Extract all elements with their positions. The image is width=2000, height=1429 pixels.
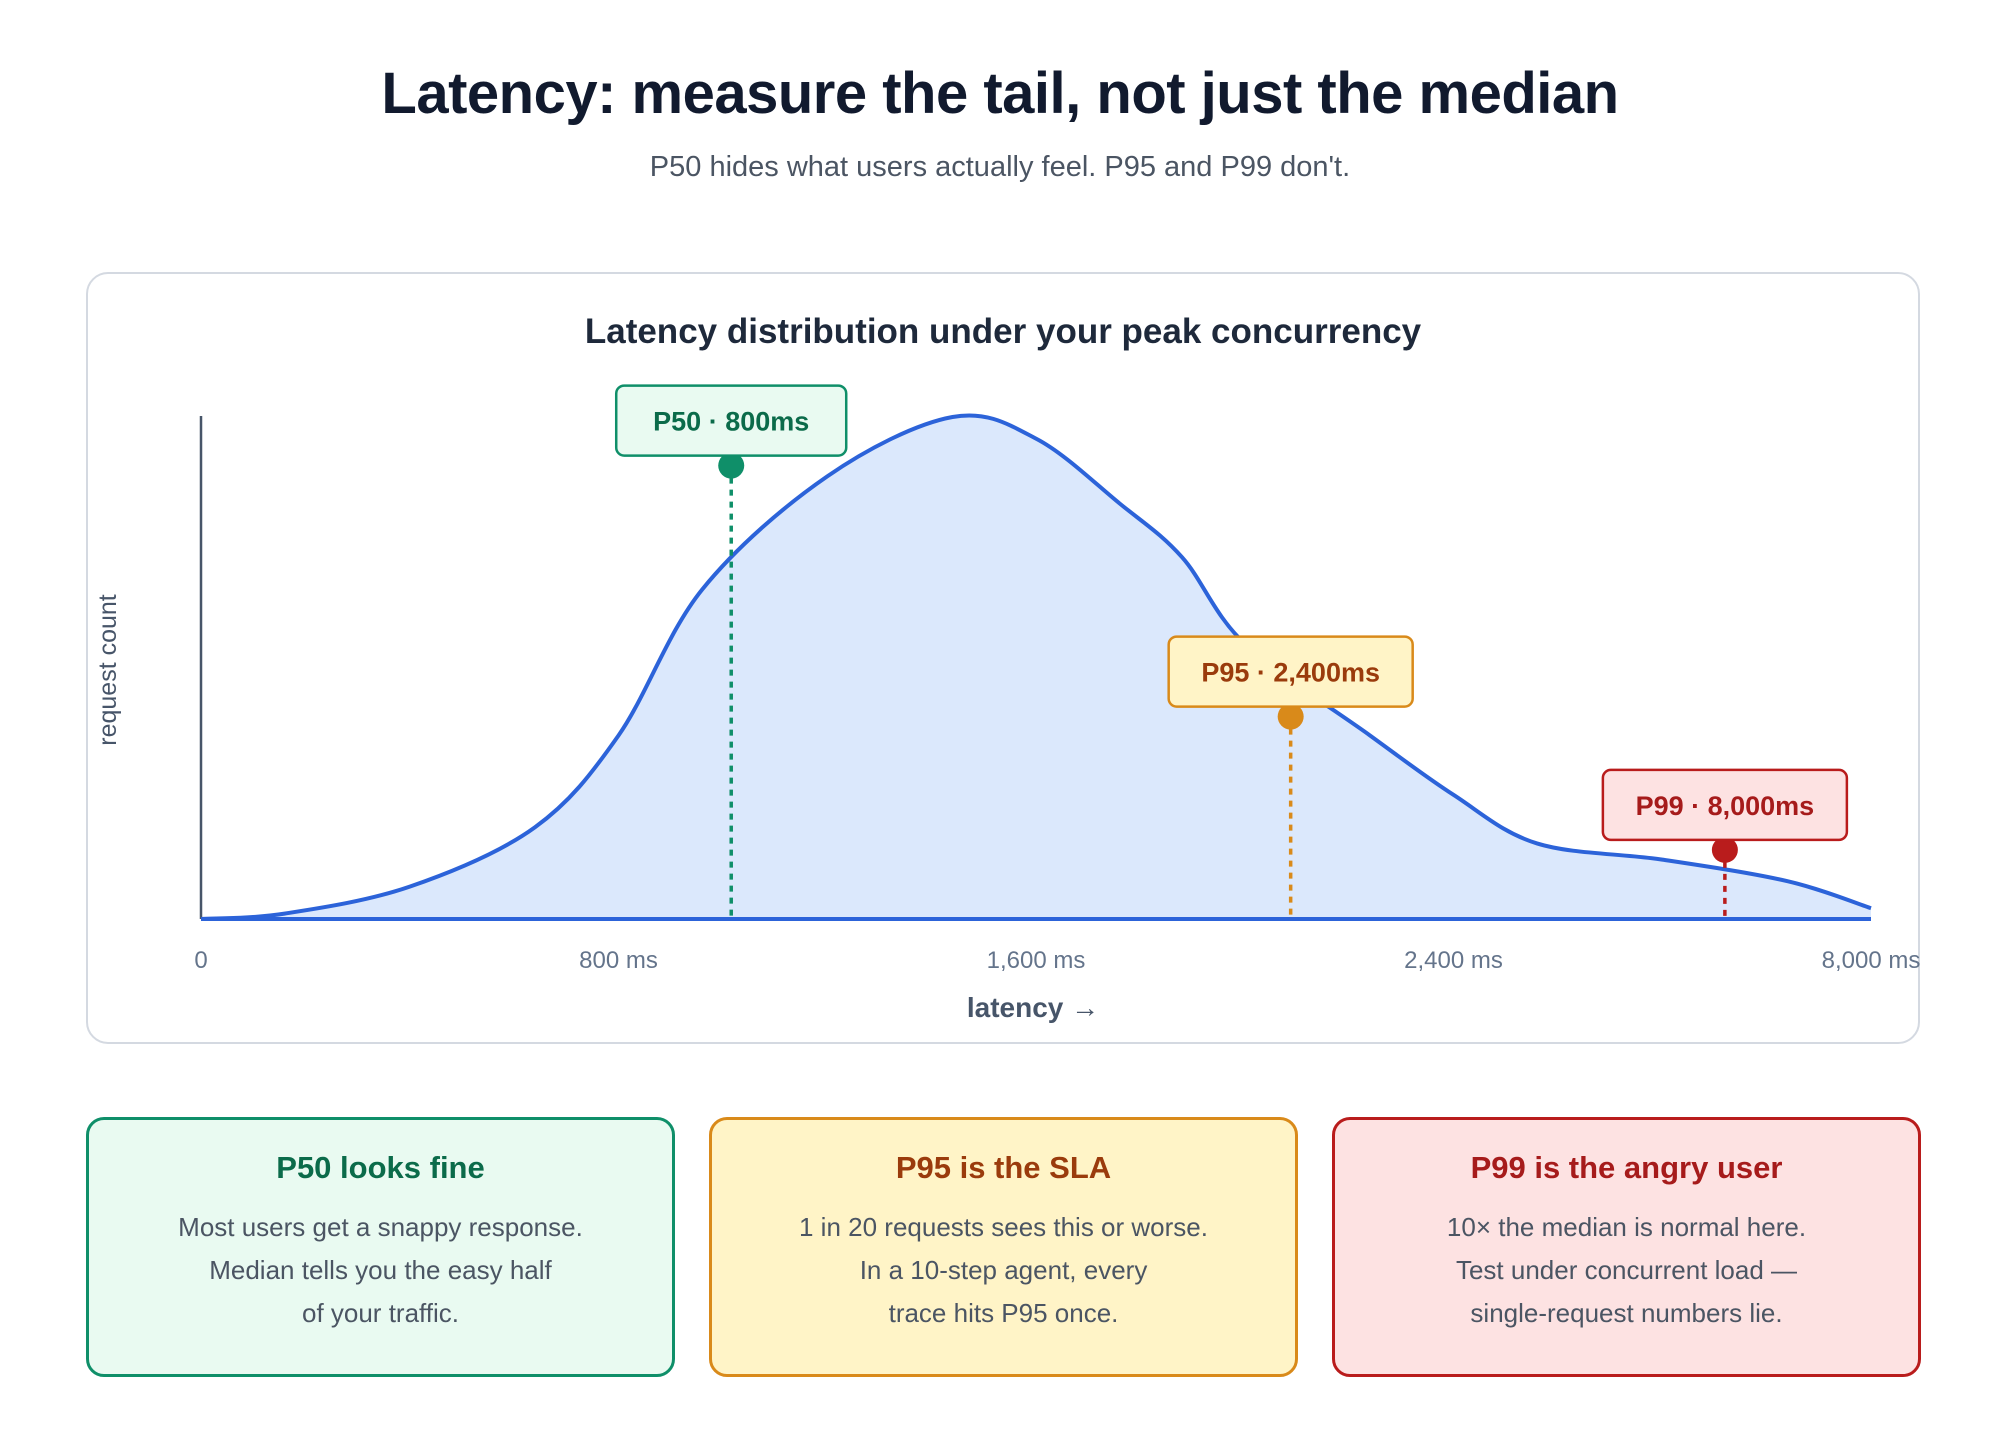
p99-card-title: P99 is the angry user [1470,1150,1783,1185]
p99-label: P99 · 8,000ms [1636,791,1815,821]
p50-card: P50 looks fine Most users get a snappy r… [86,1117,675,1377]
p95-card-line: 1 in 20 requests sees this or worse. [799,1212,1208,1242]
p95-card-line: trace hits P95 once. [888,1298,1119,1328]
page-title: Latency: measure the tail, not just the … [381,61,1619,126]
p99-card-line: single-request numbers lie. [1470,1298,1783,1328]
p99-label-box [1601,768,1849,842]
p99-marker-dot [1711,836,1738,863]
tick-layer: 0 800 ms 1,600 ms 2,400 ms 8,000 ms [194,947,1920,974]
x-axis-label: latency → [967,992,1099,1023]
p50-card-title: P50 looks fine [276,1150,485,1185]
p50-label: P50 · 800ms [653,407,809,437]
distribution-curve [200,413,1872,921]
p99-card-line: Test under concurrent load — [1455,1255,1798,1285]
p50-card-line: of your traffic. [301,1298,460,1328]
marker-layer: P50 · 800ms P95 · 2,400ms P99 · 8,000ms [614,384,1849,919]
p95-marker-dot [1277,703,1304,730]
p50-label-box [614,384,848,457]
p95-label-box [1167,635,1414,708]
p95-card-title: P95 is the SLA [895,1150,1112,1185]
p95-label: P95 · 2,400ms [1201,658,1380,688]
p95-card-line: In a 10-step agent, every [859,1255,1148,1285]
p95-card-body: 1 in 20 requests sees this or worse. In … [712,1206,1295,1335]
chart-title: Latency distribution under your peak con… [585,312,1422,351]
p99-card-body: 10× the median is normal here. Test unde… [1335,1206,1918,1335]
p99-card-line: 10× the median is normal here. [1446,1212,1807,1242]
x-tick-label: 2,400 ms [1404,947,1503,974]
p95-card: P95 is the SLA 1 in 20 requests sees thi… [709,1117,1298,1377]
x-tick-label: 8,000 ms [1822,947,1921,974]
area-layer [200,413,1872,921]
area-fill [201,415,1871,919]
p99-card: P99 is the angry user 10× the median is … [1332,1117,1921,1377]
p50-marker-dot [718,452,745,479]
x-tick-label: 0 [194,947,207,974]
p50-card-line: Median tells you the easy half [209,1255,552,1285]
y-axis-label: request count [94,594,122,746]
p50-card-body: Most users get a snappy response. Median… [89,1206,672,1335]
axis-layer [199,416,1871,921]
x-tick-label: 800 ms [579,947,658,974]
p50-card-line: Most users get a snappy response. [178,1212,583,1242]
page-subtitle: P50 hides what users actually feel. P95 … [649,151,1351,183]
x-tick-label: 1,600 ms [987,947,1086,974]
